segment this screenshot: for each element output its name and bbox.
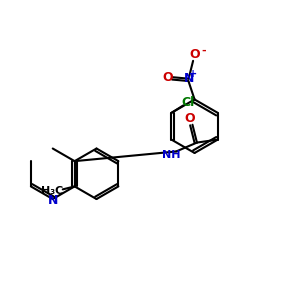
Text: Cl: Cl <box>181 96 194 109</box>
Text: H₃C: H₃C <box>41 186 64 196</box>
Text: O: O <box>184 112 195 125</box>
Text: -: - <box>201 45 206 56</box>
Text: N: N <box>48 194 58 207</box>
Text: NH: NH <box>162 150 181 160</box>
Text: O: O <box>189 48 200 62</box>
Text: O: O <box>163 71 173 84</box>
Text: +: + <box>189 69 197 79</box>
Text: N: N <box>184 72 194 85</box>
